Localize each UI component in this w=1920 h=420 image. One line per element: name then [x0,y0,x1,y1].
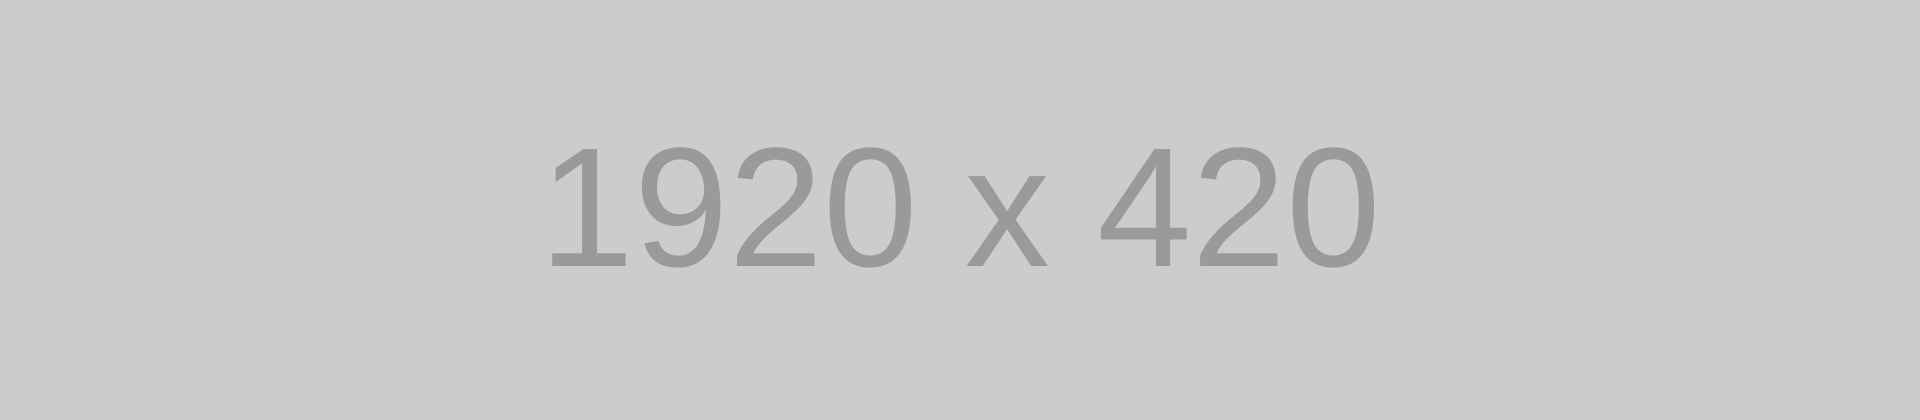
dimensions-label: 1920 x 420 [539,113,1381,303]
